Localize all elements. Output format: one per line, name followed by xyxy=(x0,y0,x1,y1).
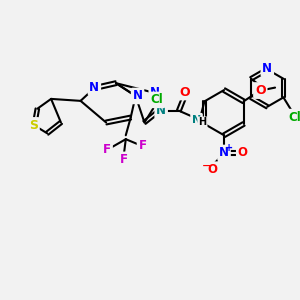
Text: N: N xyxy=(192,115,201,124)
Text: S: S xyxy=(29,119,38,132)
Text: F: F xyxy=(120,153,128,166)
Text: O: O xyxy=(255,84,266,97)
Text: N: N xyxy=(156,104,166,117)
Text: N: N xyxy=(219,146,229,159)
Text: Cl: Cl xyxy=(151,93,164,106)
Text: −: − xyxy=(202,161,211,171)
Text: O: O xyxy=(238,146,248,159)
Text: H: H xyxy=(198,118,206,128)
Text: O: O xyxy=(207,163,217,176)
Text: O: O xyxy=(179,85,190,98)
Text: N: N xyxy=(133,89,142,103)
Text: N: N xyxy=(262,62,272,75)
Text: N: N xyxy=(150,85,160,98)
Text: F: F xyxy=(103,142,111,155)
Text: N: N xyxy=(89,81,99,94)
Text: Cl: Cl xyxy=(288,111,300,124)
Text: F: F xyxy=(139,139,146,152)
Text: +: + xyxy=(225,143,233,153)
